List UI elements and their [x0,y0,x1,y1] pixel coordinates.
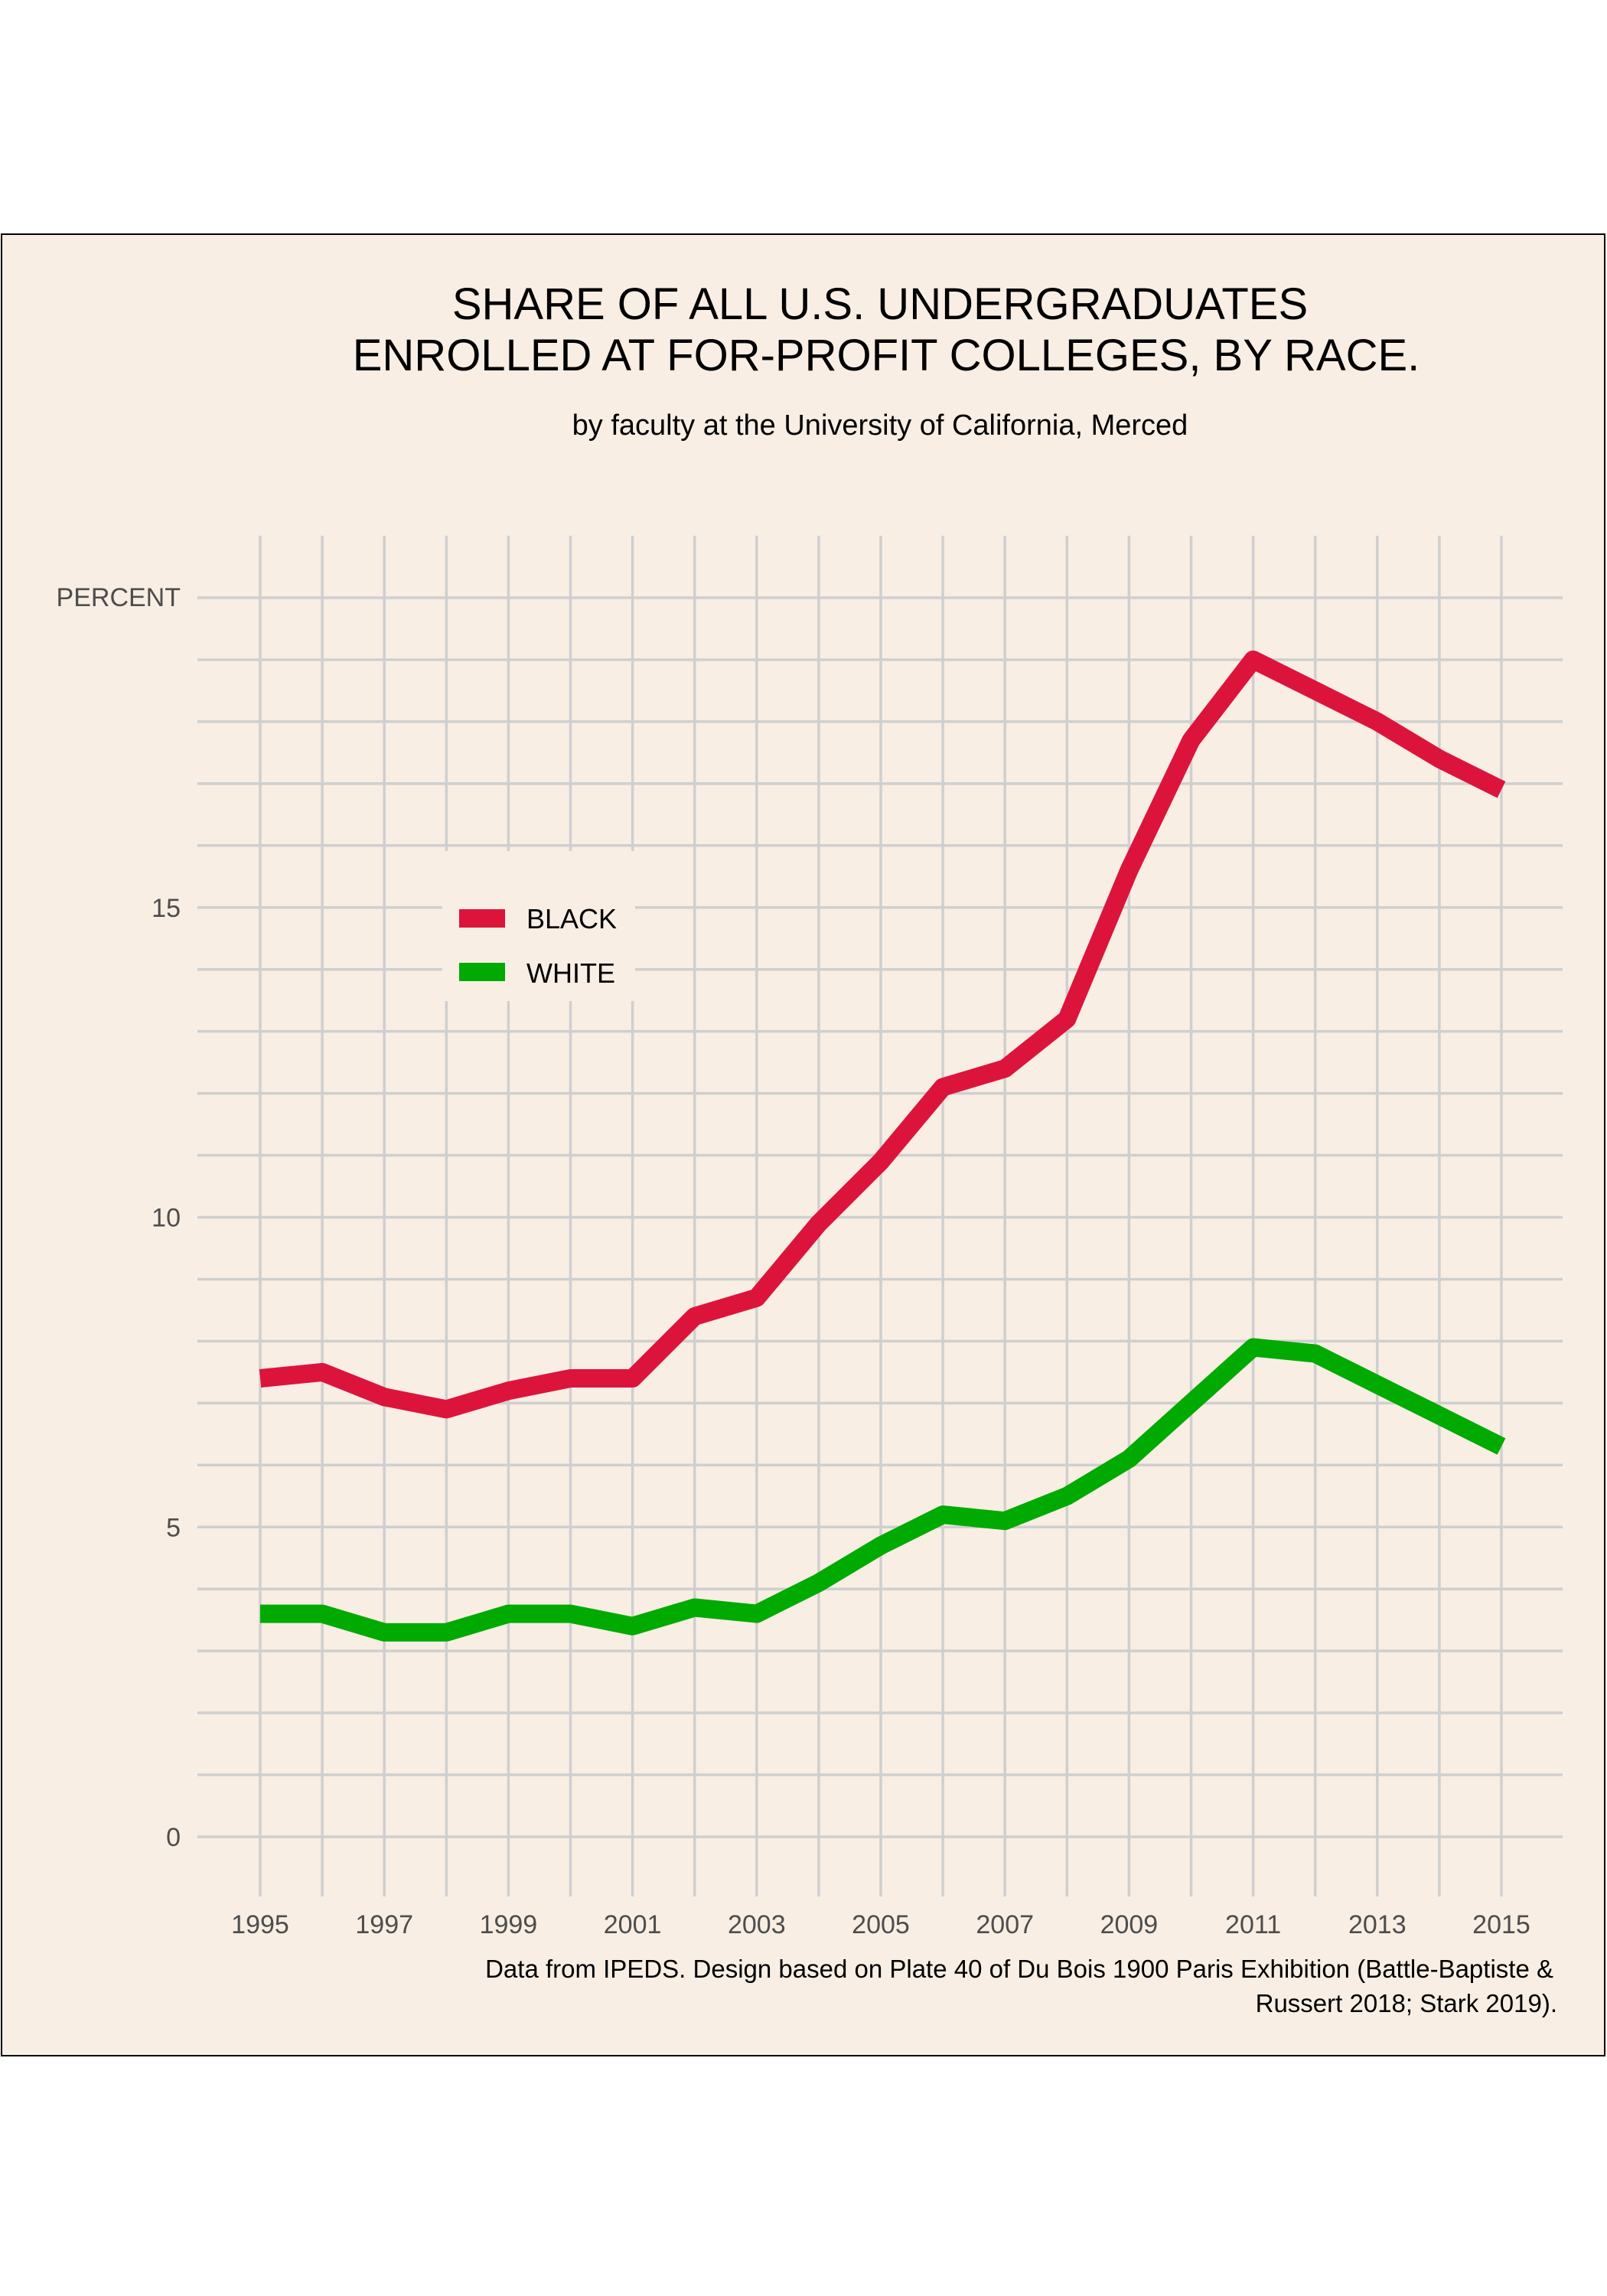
x-tick-label: 2001 [604,1910,662,1939]
legend-label-black: BLACK [526,903,617,934]
x-tick-label: 2011 [1225,1910,1281,1939]
x-tick-label: 2005 [852,1910,910,1939]
chart-title-line-2: ENROLLED AT FOR-PROFIT COLLEGES, BY RACE… [353,331,1420,380]
legend-key-black [459,909,505,928]
x-tick-label: 2007 [976,1910,1034,1939]
x-tick-label: 1997 [355,1910,413,1939]
legend-label-white: WHITE [526,957,615,989]
x-tick-label: 2009 [1100,1910,1159,1939]
caption-line-2: Russert 2018; Stark 2019). [1256,1989,1557,2017]
x-tick-label: 1999 [480,1910,538,1939]
x-tick-label: 1995 [231,1910,289,1939]
grid [197,536,1563,1896]
y-tick-label: 5 [166,1513,181,1542]
caption-line-1: Data from IPEDS. Design based on Plate 4… [485,1955,1553,1983]
series-lines [259,651,1506,1642]
series-line-black [259,651,1506,1419]
chart-title-line-1: SHARE OF ALL U.S. UNDERGRADUATES [452,279,1308,329]
legend-key-white [459,963,505,981]
y-tick-label: 0 [166,1823,181,1852]
y-axis-label: PERCENT [57,583,181,612]
chart-panel [1,233,1605,2056]
x-tick-label: 2003 [728,1910,786,1939]
y-tick-label: 15 [152,894,181,923]
y-axis-ticks: 0 5 10 15 [152,894,181,1852]
x-tick-label: 2013 [1348,1910,1407,1939]
chart-subtitle: by faculty at the University of Californ… [572,409,1188,442]
legend: BLACK WHITE [442,851,635,1001]
series-line-white [260,1338,1506,1642]
x-axis-ticks: 1995 1997 1999 2001 2003 2005 2007 2009 2011 2013… [231,1910,1530,1939]
x-tick-label: 2015 [1472,1910,1530,1939]
y-tick-label: 10 [152,1204,181,1233]
